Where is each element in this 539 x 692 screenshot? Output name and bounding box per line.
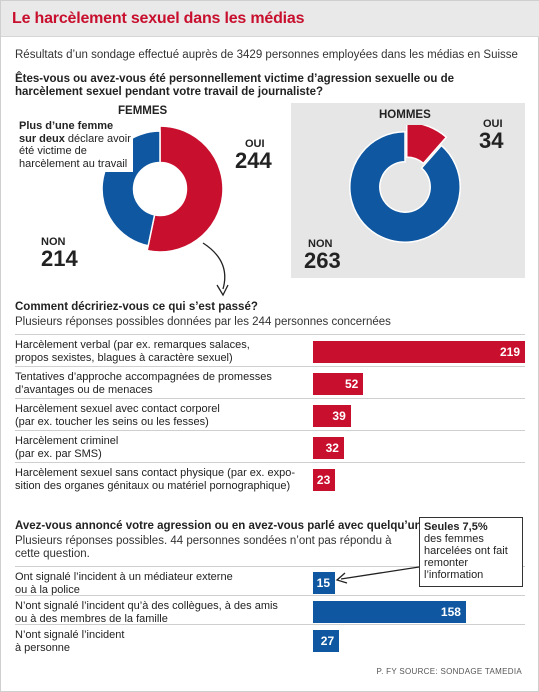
pie-femmes-slice-oui: [146, 125, 224, 253]
women-note: Plus d’une femme sur deux déclare avoir …: [17, 118, 133, 172]
reporting-subtitle: Plusieurs réponses possibles. 44 personn…: [15, 535, 392, 560]
description-bar: 23: [313, 469, 336, 491]
description-row: Tentatives d’approche accompagnées de pr…: [15, 366, 525, 398]
reporting-row: Ont signalé l’incident à un médiateur ex…: [15, 566, 525, 596]
callout-box: Seules 7,5% des femmes harcelées ont fai…: [419, 517, 523, 587]
description-bar: 52: [313, 373, 364, 395]
description-row: Harcèlement verbal (par ex. remarques sa…: [15, 334, 525, 366]
reporting-row-label-line: N’ont signalé l’incident qu’à des collèg…: [15, 600, 278, 612]
reporting-row-label-line: à personne: [15, 641, 71, 654]
question-victim: Êtes-vous ou avez-vous été personnelleme…: [15, 73, 455, 98]
femmes-oui-category: OUI: [245, 138, 265, 150]
connector-arrow-icon: [202, 242, 229, 297]
reporting-bar: 15: [313, 571, 335, 594]
description-row-label-line: (par ex. par SMS): [15, 447, 102, 460]
description-row-label-line: (par ex. toucher les seins ou les fesses…: [15, 415, 209, 428]
pie-hommes-slice-oui: [406, 125, 448, 165]
description-bar: 39: [313, 405, 351, 427]
hommes-non-label: NON 263: [304, 239, 341, 272]
description-bar-value: 32: [325, 441, 339, 455]
question-description: Comment décririez-vous ce qui s’est pass…: [15, 301, 258, 313]
description-row-label-line: Harcèlement verbal (par ex. remarques sa…: [15, 339, 250, 351]
description-row-label: Harcèlement verbal (par ex. remarques sa…: [15, 339, 250, 364]
description-row-label: Harcèlement sexuel sans contact physique…: [15, 467, 295, 492]
hommes-oui-label: OUI 34: [479, 119, 503, 152]
survey-subtitle: Résultats d’un sondage effectué auprès d…: [15, 49, 518, 61]
description-row-label-line: sition des organes génitaux ou matériel …: [15, 479, 291, 492]
hommes-non-value: 263: [304, 248, 341, 273]
femmes-non-value: 214: [41, 246, 78, 271]
reporting-row-label-line: N’ont signalé l’incident: [15, 629, 125, 641]
reporting-row-label-line: Ont signalé l’incident à un médiateur ex…: [15, 571, 233, 583]
pie-chart-hommes: [349, 125, 461, 243]
description-row: Harcèlement sexuel avec contact corporel…: [15, 398, 525, 430]
pie-title-femmes: FEMMES: [118, 105, 168, 117]
reporting-row-label: N’ont signalé l’incident qu’à des collèg…: [15, 600, 278, 625]
description-bar-value: 219: [499, 345, 520, 359]
reporting-bar: 158: [313, 600, 466, 623]
description-bar: 219: [313, 341, 525, 363]
hommes-oui-category: OUI: [483, 118, 503, 130]
callout-bold: Seules 7,5%: [424, 521, 488, 533]
femmes-non-label: NON 214: [41, 237, 78, 270]
page-title: Le harcèlement sexuel dans les médias: [12, 10, 305, 27]
description-row-label-line: Harcèlement criminel: [15, 435, 119, 447]
women-note-bold: Plus d’une femme sur deux: [19, 120, 114, 145]
femmes-oui-label: OUI 244: [235, 139, 272, 172]
description-row-label: Tentatives d’approche accompagnées de pr…: [15, 371, 272, 396]
hommes-oui-value: 34: [479, 128, 504, 153]
description-bar-value: 39: [332, 409, 346, 423]
description-row-label-line: propos sexistes, blagues à caractère sex…: [15, 351, 233, 364]
description-row: Harcèlement sexuel sans contact physique…: [15, 462, 525, 494]
femmes-oui-value: 244: [235, 148, 272, 173]
description-bar-value: 23: [316, 473, 331, 487]
description-subtitle: Plusieurs réponses possibles données par…: [15, 316, 391, 328]
reporting-row-label: Ont signalé l’incident à un médiateur ex…: [15, 571, 233, 596]
reporting-row-label: N’ont signalé l’incident à personne: [15, 629, 124, 654]
description-row: Harcèlement criminel (par ex. par SMS) 32: [15, 430, 525, 462]
description-bar-value: 52: [344, 377, 359, 391]
description-row-label: Harcèlement sexuel avec contact corporel…: [15, 403, 220, 428]
title-bar: Le harcèlement sexuel dans les médias: [1, 1, 539, 37]
source-credit: P. FY SOURCE: SONDAGE TAMEDIA: [376, 667, 522, 676]
description-row-label-line: Harcèlement sexuel sans contact physique…: [15, 467, 296, 479]
description-row-label: Harcèlement criminel (par ex. par SMS): [15, 435, 118, 460]
hommes-non-category: NON: [308, 238, 333, 250]
description-row-label-line: Harcèlement sexuel avec contact corporel: [15, 403, 220, 415]
reporting-row: N’ont signalé l’incident à personne 27: [15, 624, 525, 654]
pie-title-hommes: HOMMES: [379, 109, 431, 121]
description-row-label-line: d’avantages ou de menaces: [15, 383, 153, 396]
question-reporting: Avez-vous annoncé votre agression ou en …: [15, 520, 429, 532]
callout-arrow-icon: [335, 566, 420, 584]
reporting-bar: 27: [313, 629, 340, 652]
reporting-row-label-line: ou à la police: [15, 583, 80, 596]
reporting-bar-value: 15: [316, 575, 330, 590]
pie-hommes-slice-non: [349, 131, 461, 243]
reporting-bar-value: 158: [440, 604, 461, 619]
femmes-non-category: NON: [41, 236, 66, 248]
description-bar: 32: [313, 437, 344, 459]
description-row-label-line: Tentatives d’approche accompagnées de pr…: [15, 371, 272, 383]
women-note-text: déclare avoir été victime de harcèlement…: [19, 132, 131, 170]
reporting-row: N’ont signalé l’incident qu’à des collèg…: [15, 595, 525, 625]
reporting-row-label-line: ou à des membres de la famille: [15, 612, 168, 625]
callout-text: des femmes harcelées ont fait remonter l…: [424, 533, 508, 581]
reporting-bar-value: 27: [320, 633, 335, 648]
